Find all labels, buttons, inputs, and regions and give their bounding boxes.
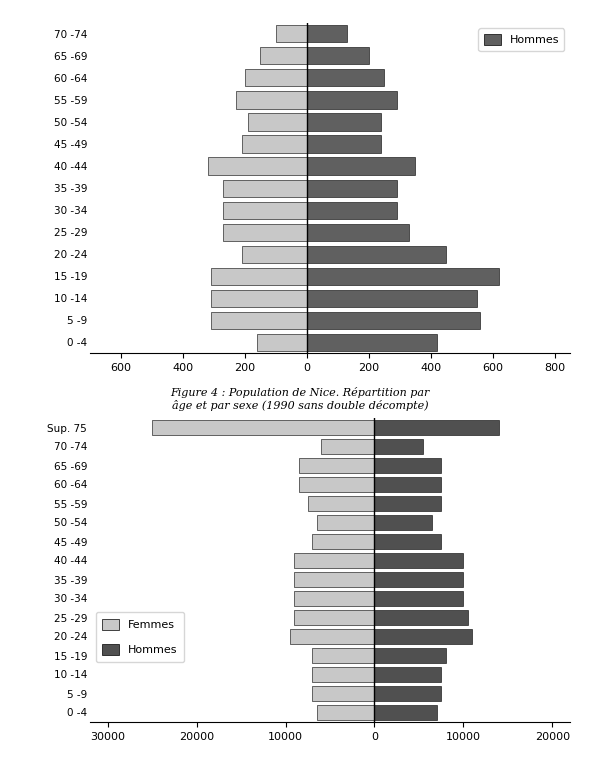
Bar: [307, 290, 477, 307]
Bar: [374, 648, 446, 663]
Bar: [374, 439, 424, 454]
Bar: [223, 223, 307, 241]
Bar: [374, 705, 437, 720]
Bar: [312, 648, 374, 663]
Bar: [317, 515, 374, 530]
Bar: [312, 667, 374, 682]
Bar: [317, 705, 374, 720]
Bar: [295, 553, 374, 568]
Bar: [374, 534, 441, 549]
Bar: [312, 534, 374, 549]
Bar: [307, 201, 397, 219]
Bar: [307, 25, 347, 43]
Bar: [374, 477, 441, 492]
Bar: [307, 113, 381, 131]
Bar: [308, 496, 374, 511]
Bar: [242, 135, 307, 153]
Bar: [257, 334, 307, 351]
Bar: [374, 515, 432, 530]
Bar: [307, 179, 397, 197]
Bar: [307, 223, 409, 241]
Bar: [290, 629, 374, 644]
Bar: [374, 420, 499, 435]
Bar: [307, 268, 499, 285]
Bar: [307, 91, 397, 109]
Bar: [299, 458, 374, 473]
Bar: [374, 496, 441, 511]
Bar: [374, 458, 441, 473]
Bar: [307, 135, 381, 153]
Bar: [307, 69, 384, 87]
Bar: [223, 201, 307, 219]
Bar: [211, 290, 307, 307]
Bar: [248, 113, 307, 131]
Text: Figure 4 : Population de Nice. Répartition par
âge et par sexe (1990 sans double: Figure 4 : Population de Nice. Répartiti…: [170, 387, 430, 411]
Bar: [245, 69, 307, 87]
Bar: [223, 179, 307, 197]
Bar: [307, 334, 437, 351]
Bar: [242, 245, 307, 263]
Bar: [295, 591, 374, 606]
Bar: [236, 91, 307, 109]
Bar: [276, 25, 307, 43]
Bar: [374, 667, 441, 682]
Bar: [295, 572, 374, 587]
Bar: [260, 47, 307, 65]
Bar: [211, 312, 307, 329]
Bar: [152, 420, 374, 435]
Bar: [211, 268, 307, 285]
Bar: [321, 439, 374, 454]
Bar: [295, 610, 374, 625]
Bar: [307, 312, 480, 329]
Legend: Femmes, Hommes: Femmes, Hommes: [95, 612, 184, 662]
Bar: [374, 610, 468, 625]
Bar: [374, 591, 463, 606]
Bar: [374, 686, 441, 701]
Bar: [208, 157, 307, 175]
Bar: [307, 245, 446, 263]
Bar: [374, 572, 463, 587]
Legend: Hommes: Hommes: [478, 28, 565, 51]
Bar: [299, 477, 374, 492]
Bar: [307, 157, 415, 175]
Bar: [374, 629, 472, 644]
Bar: [307, 47, 369, 65]
Bar: [312, 686, 374, 701]
Bar: [374, 553, 463, 568]
